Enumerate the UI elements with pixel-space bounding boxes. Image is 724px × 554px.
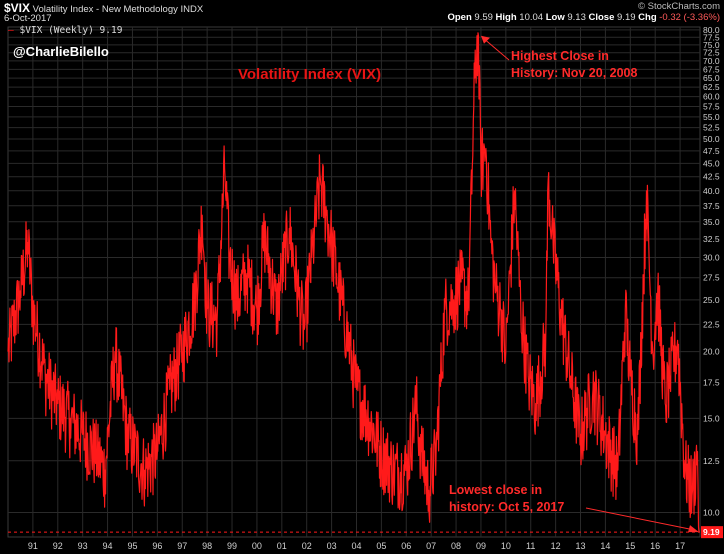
x-tick-label: 93 [78, 541, 88, 551]
x-tick-label: 17 [675, 541, 685, 551]
highest-close-arrow [483, 38, 510, 61]
x-tick-label: 97 [177, 541, 187, 551]
x-tick-label: 16 [650, 541, 660, 551]
y-tick-label: 20.0 [703, 347, 720, 357]
y-tick-label: 75.0 [703, 40, 720, 50]
high-value: 10.04 [519, 12, 544, 23]
y-tick-label: 12.5 [703, 456, 720, 466]
y-tick-label: 72.5 [703, 48, 720, 58]
y-tick-label: 67.5 [703, 64, 720, 74]
x-tick-label: 09 [476, 541, 486, 551]
legend-entry: — $VIX (Weekly) 9.19 [8, 25, 122, 36]
x-tick-label: 05 [376, 541, 386, 551]
x-tick-label: 12 [551, 541, 561, 551]
y-tick-label: 42.5 [703, 172, 720, 182]
chart-date: 6-Oct-2017 [4, 13, 52, 24]
y-tick-label: 40.0 [703, 186, 720, 196]
y-tick-label: 30.0 [703, 253, 720, 263]
y-tick-label: 77.5 [703, 32, 720, 42]
x-tick-label: 00 [252, 541, 262, 551]
x-tick-label: 95 [127, 541, 137, 551]
lowest-close-annotation: Lowest close in history: Oct 5, 2017 [449, 482, 564, 516]
y-tick-label: 65.0 [703, 73, 720, 83]
y-tick-label: 57.5 [703, 102, 720, 112]
x-tick-label: 08 [451, 541, 461, 551]
y-tick-label: 50.0 [703, 134, 720, 144]
x-tick-label: 99 [227, 541, 237, 551]
exchange: INDX [180, 4, 204, 15]
highest-close-arrowhead [480, 35, 490, 44]
open-label: Open [447, 12, 472, 23]
x-tick-label: 01 [277, 541, 287, 551]
x-tick-label: 10 [501, 541, 511, 551]
y-tick-label: 47.5 [703, 146, 720, 156]
y-tick-label: 70.0 [703, 56, 720, 66]
y-tick-label: 80.0 [703, 25, 720, 35]
legend-text: $VIX (Weekly) 9.19 [19, 25, 123, 36]
x-tick-label: 11 [526, 541, 535, 551]
source-credit: © StockCharts.com [638, 1, 720, 12]
author-handle: @CharlieBilello [13, 44, 109, 59]
plot-frame [7, 26, 701, 538]
highest-close-line1: Highest Close in [511, 49, 609, 63]
close-value: 9.19 [617, 12, 636, 23]
y-tick-label: 32.5 [703, 234, 720, 244]
index-name: Volatility Index - New Methodology [32, 4, 178, 15]
vix-series-line [7, 32, 700, 533]
symbol: $VIX [4, 1, 31, 15]
x-tick-label: 07 [426, 541, 436, 551]
y-tick-label: 27.5 [703, 273, 720, 283]
x-tick-label: 14 [600, 541, 610, 551]
y-tick-label: 15.0 [703, 413, 720, 423]
low-value: 9.13 [567, 12, 586, 23]
x-tick-label: 04 [351, 541, 361, 551]
x-tick-label: 94 [103, 541, 113, 551]
lowest-close-line1: Lowest close in [449, 483, 543, 497]
y-tick-label: 55.0 [703, 112, 720, 122]
y-tick-label: 25.0 [703, 295, 720, 305]
y-tick-label: 35.0 [703, 217, 720, 227]
y-tick-label: 60.0 [703, 92, 720, 102]
y-tick-label: 52.5 [703, 123, 720, 133]
x-tick-label: 96 [152, 541, 162, 551]
x-tick-label: 02 [302, 541, 312, 551]
symbol-header: $VIX Volatility Index - New Methodology … [4, 1, 203, 15]
x-tick-label: 06 [401, 541, 411, 551]
y-tick-label: 17.5 [703, 378, 720, 388]
close-label: Close [588, 12, 615, 23]
last-value-label: 9.19 [703, 527, 720, 537]
open-value: 9.59 [474, 12, 493, 23]
y-tick-label: 10.0 [703, 508, 720, 518]
y-tick-label: 45.0 [703, 158, 720, 168]
x-tick-label: 15 [625, 541, 635, 551]
lowest-close-arrow [585, 507, 696, 531]
y-tick-label: 22.5 [703, 319, 720, 329]
lowest-close-arrowhead [688, 525, 700, 533]
last-value-badge [701, 526, 723, 539]
chart-title: Volatility Index (VIX) [238, 66, 382, 83]
y-tick-label: 37.5 [703, 201, 720, 211]
chg-label: Chg [638, 12, 657, 23]
x-tick-label: 92 [53, 541, 63, 551]
high-label: High [495, 12, 517, 23]
highest-close-line2: History: Nov 20, 2008 [511, 66, 638, 80]
legend-swatch: — [8, 25, 14, 36]
lowest-close-line2: history: Oct 5, 2017 [449, 500, 565, 514]
highest-close-annotation: Highest Close in History: Nov 20, 2008 [511, 48, 637, 82]
low-label: Low [545, 12, 565, 23]
x-tick-label: 13 [576, 541, 586, 551]
chg-value: -0.32 (-3.36%) [659, 12, 720, 23]
x-tick-label: 98 [202, 541, 212, 551]
ohlc-readout: Open 9.59 High 10.04 Low 9.13 Close 9.19… [447, 12, 720, 23]
y-tick-label: 62.5 [703, 82, 720, 92]
x-tick-label: 03 [327, 541, 337, 551]
x-tick-label: 91 [28, 541, 38, 551]
